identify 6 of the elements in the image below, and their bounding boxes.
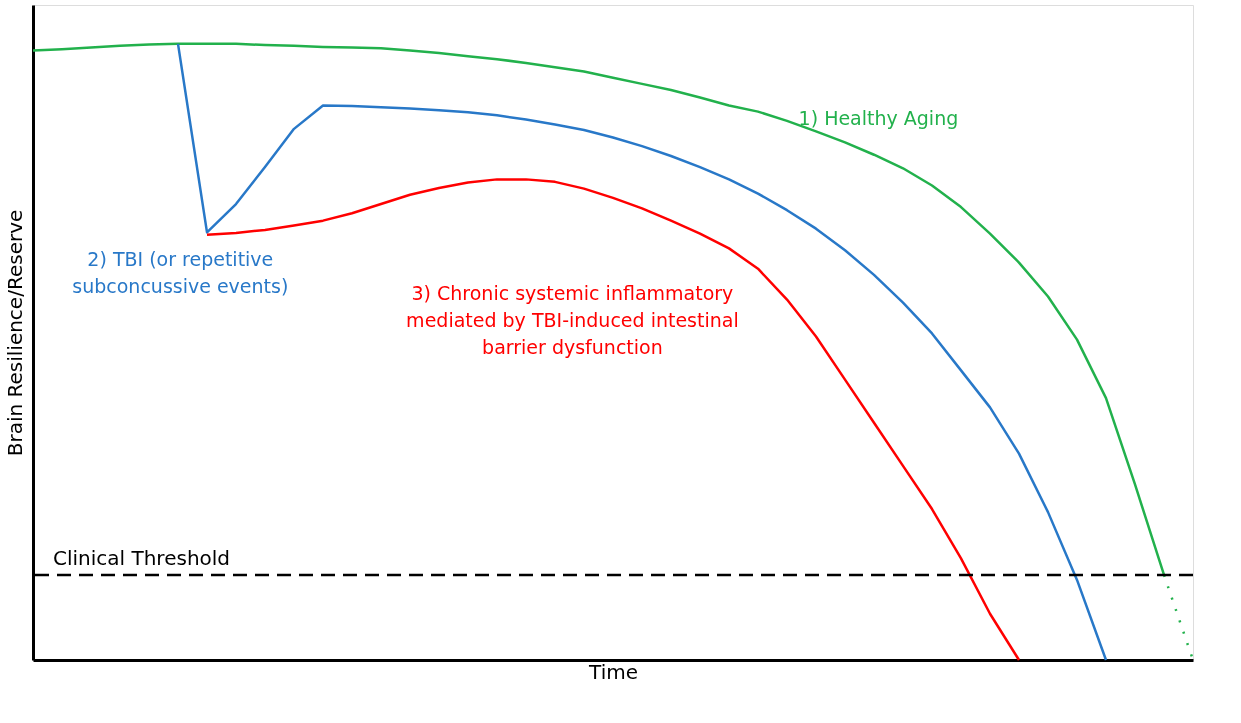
- y-axis-title: Brain Resilience/Reserve: [2, 209, 27, 457]
- text: 2) TBI (or repetitive subconcussive events): [72, 248, 289, 298]
- series-label: 3) Chronic systemic inflammatory mediated by TBI-induced intestinal barrier dysfunction: [406, 282, 739, 359]
- x-axis-title: Time: [588, 659, 638, 684]
- series-label: 1) Healthy Aging: [798, 106, 959, 129]
- ref-line-label: Clinical Threshold: [53, 545, 231, 570]
